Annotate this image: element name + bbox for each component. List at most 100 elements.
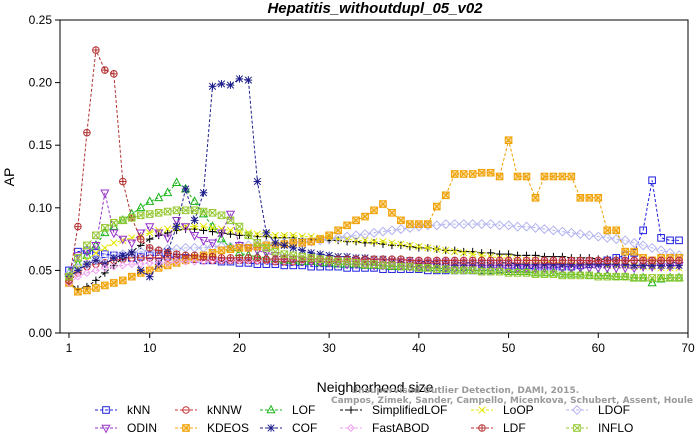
point-kdeos [388,209,396,217]
point-ldf [558,256,567,265]
point-fastabod [82,268,91,277]
point-cof [181,185,190,193]
point-loop [442,246,450,255]
point-lof [91,240,101,249]
legend-label: LDOF [598,403,630,417]
legend-item-ldof: LDOF [566,403,630,417]
point-cof [119,251,127,260]
x-tick-label: 50 [502,341,516,355]
point-loop [352,236,360,245]
x-tick-label: 30 [322,341,336,355]
y-tick-label: 0.25 [29,13,53,27]
point-inflo [603,272,612,281]
point-ldof [575,229,586,240]
point-inflo [612,272,621,281]
point-ldf [92,46,100,54]
point-inflo [74,254,82,262]
point-ldof [135,246,146,257]
legend-label: kNN [127,403,150,417]
point-cof [307,249,315,257]
point-kdeos [406,220,414,228]
point-inflo [415,264,423,272]
point-loop [253,230,262,238]
point-ldof [207,241,218,252]
point-cof [226,81,235,89]
point-ldof [386,225,397,236]
point-cof [657,261,665,270]
point-kdeos [415,220,423,228]
point-ldf [513,256,522,265]
legend-label: FastABOD [372,421,430,434]
x-tick-label: 60 [592,341,606,355]
series-cof [65,75,683,281]
point-inflo [352,259,360,267]
point-kdeos [486,168,495,177]
point-ldf [379,255,387,263]
point-inflo [136,211,145,220]
point-odin [163,234,173,244]
point-kdeos [244,244,253,252]
point-ldf [612,256,621,265]
point-ldof [368,227,380,238]
point-kdeos [468,170,477,178]
point-loop [101,244,109,252]
point-ldf [253,254,262,262]
point-inflo [558,271,567,280]
point-inflo [343,257,351,266]
point-kdeos [307,237,315,246]
point-ldof [342,231,353,242]
legend-label: LDF [503,421,526,434]
point-inflo [334,257,342,266]
point-fastabod [91,266,100,275]
point-fastabod [244,256,253,265]
legend-label: ODIN [127,421,157,434]
point-fastabod [235,256,244,265]
point-ldf [208,252,217,261]
legend-marker-odin [101,424,111,434]
point-odin [216,229,227,239]
y-axis: 0.00 0.05 0.10 0.15 0.20 0.25 [29,13,60,340]
point-inflo [325,256,333,265]
legend-marker-inflo [573,424,581,432]
x-axis-label: Neighborhood size [317,379,434,395]
point-ldf [388,255,396,263]
point-inflo [504,269,513,277]
legend-label: KDEOS [207,421,249,434]
point-ldf [531,256,540,265]
point-knn [101,250,109,258]
point-inflo [298,252,307,261]
point-cof [74,266,82,275]
point-inflo [190,206,199,215]
point-ldf [119,177,127,186]
point-ldf [441,256,450,265]
point-kdeos [334,226,342,235]
legend: kNN kNNW LOF SimplifiedLOF LoOP LDOF ODIN KDEOS… [95,403,633,434]
legend-label: COF [292,421,317,434]
legend-marker-loop [478,406,486,414]
point-odin [252,247,263,256]
point-simplifiedlof [370,239,378,247]
point-kdeos [217,246,226,255]
point-kdeos [226,245,235,253]
point-odin [118,235,128,245]
watermark-line-1: Unsupervised Outlier Detection, DAMI, 20… [351,386,579,396]
point-inflo [181,206,190,215]
point-cof [172,222,181,231]
point-ldf [74,222,82,231]
point-inflo [199,207,208,216]
point-inflo [486,267,495,276]
legend-item-kdeos: KDEOS [175,421,249,434]
point-kdeos [101,281,109,290]
point-ldf [675,256,683,265]
point-ldof [449,219,460,230]
point-odin [154,229,164,239]
point-cof [83,260,91,268]
point-simplifiedlof [145,235,154,243]
point-lof [647,277,657,287]
point-ldf [110,70,118,78]
point-inflo [379,261,387,270]
point-loop [208,224,217,232]
point-ldf [235,254,244,262]
point-kdeos [513,172,522,181]
point-cof [199,188,208,197]
